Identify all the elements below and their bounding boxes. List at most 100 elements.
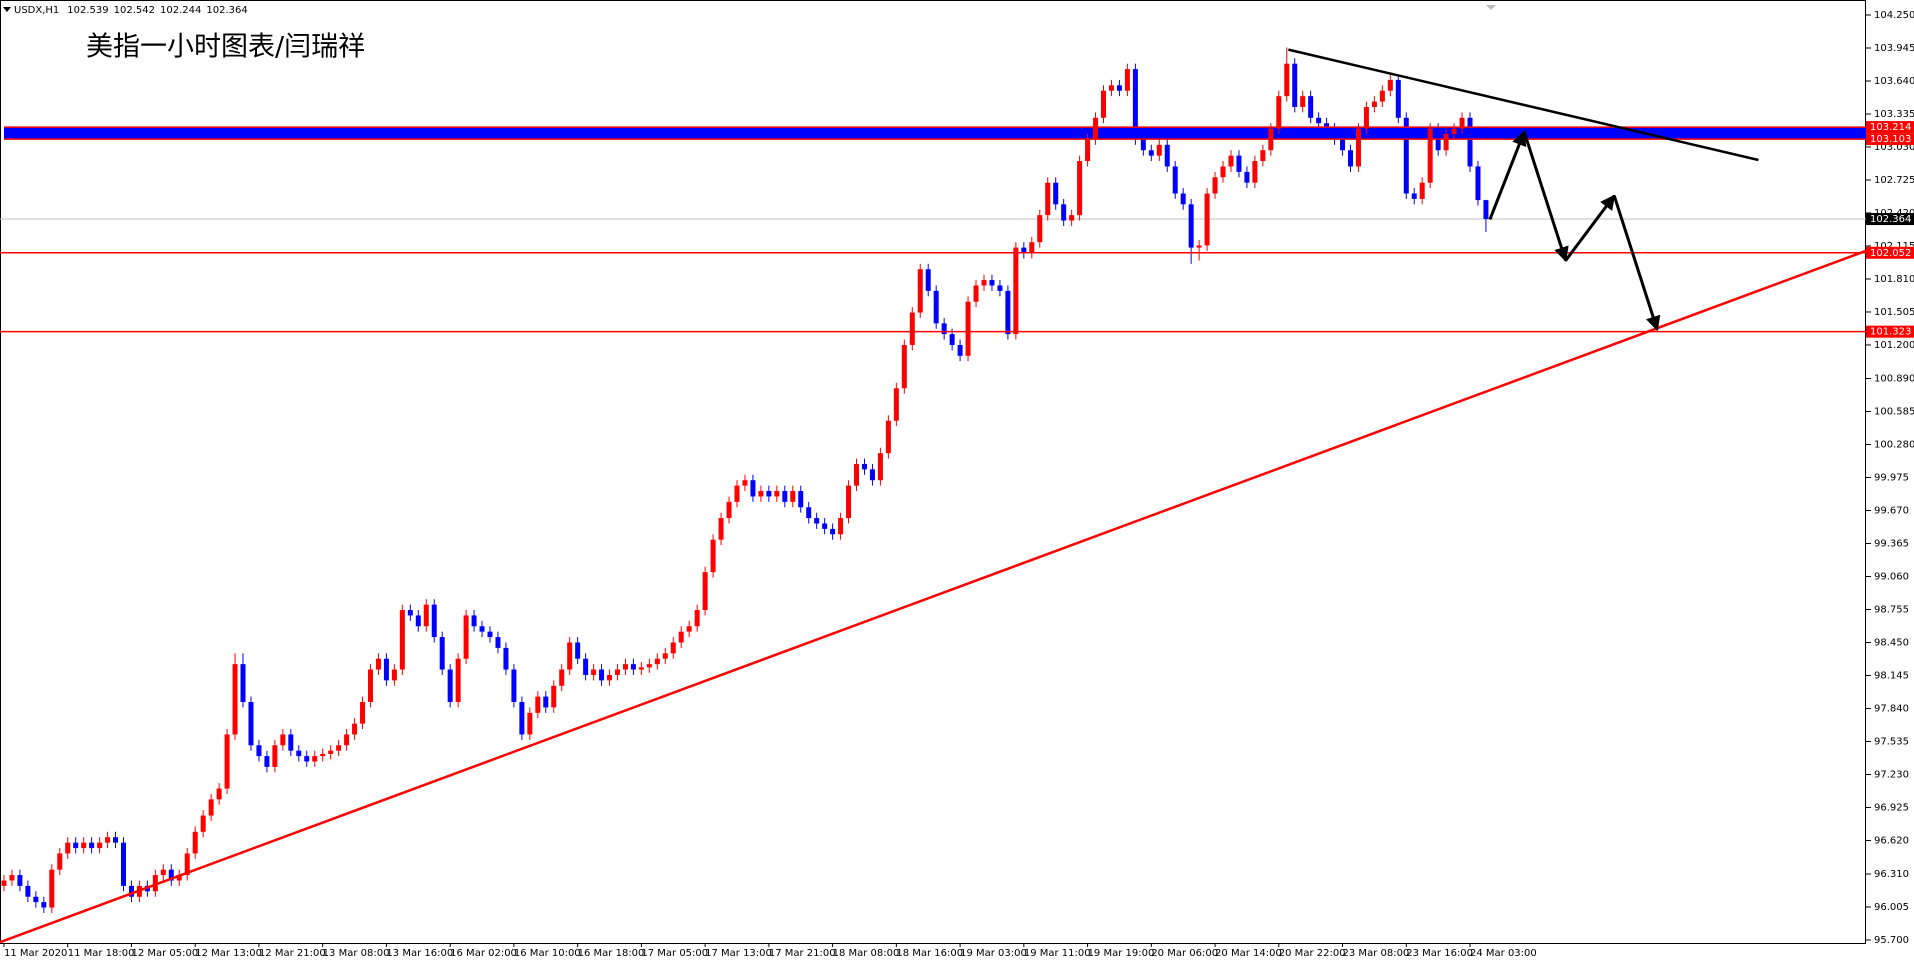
x-tick-label: 20 Mar 06:00 <box>1151 948 1218 959</box>
y-tick-label: 103.030 <box>1874 142 1914 153</box>
y-tick-label: 104.250 <box>1874 10 1914 21</box>
candle-body <box>917 269 923 313</box>
x-tick-label: 20 Mar 14:00 <box>1215 948 1282 959</box>
candle-body <box>304 756 310 762</box>
candle-body <box>591 669 597 675</box>
candle-body <box>686 626 692 632</box>
candle-body <box>224 734 230 789</box>
candle-body <box>1029 242 1035 254</box>
candle-body <box>734 485 740 502</box>
candle-body <box>1260 150 1266 162</box>
candle-body <box>694 610 700 627</box>
candle-body <box>160 869 166 876</box>
candle-body <box>200 815 206 832</box>
candle-body <box>854 463 860 486</box>
candle-body <box>1132 69 1138 140</box>
y-tick-label: 102.725 <box>1874 175 1914 186</box>
y-tick-label: 99.060 <box>1874 571 1909 582</box>
candle-body <box>336 745 342 751</box>
candle-body <box>1188 204 1194 248</box>
candle-body <box>1077 161 1083 216</box>
candle-body <box>352 723 358 735</box>
candle-body <box>758 491 764 497</box>
candle-body <box>272 745 278 767</box>
candle-body <box>893 388 899 421</box>
level-tag <box>1866 325 1914 338</box>
candle-body <box>216 788 222 800</box>
candle-body <box>1475 166 1481 201</box>
level-label: 103.103 <box>1870 134 1911 145</box>
candle-body <box>646 664 652 668</box>
x-tick-label: 11 Mar 2020 <box>4 948 67 959</box>
y-tick-label: 103.335 <box>1874 109 1914 120</box>
candle-body <box>1124 69 1130 91</box>
y-tick-label: 100.585 <box>1874 407 1914 418</box>
y-tick-label: 101.505 <box>1874 307 1914 318</box>
candle-body <box>120 842 126 886</box>
candle-body <box>152 875 158 892</box>
candle-body <box>575 642 581 659</box>
candle-body <box>1093 117 1099 140</box>
candle-body <box>256 745 262 757</box>
x-tick-label: 19 Mar 11:00 <box>1024 948 1091 959</box>
menu-icon[interactable] <box>3 7 11 12</box>
candle-body <box>846 485 852 519</box>
candle-body <box>1276 96 1282 129</box>
candle-body <box>1427 128 1433 183</box>
candle-body <box>1 880 7 886</box>
x-tick-label: 18 Mar 08:00 <box>833 948 900 959</box>
candle-body <box>638 667 644 670</box>
candle-body <box>447 669 453 702</box>
candle-body <box>1387 79 1393 91</box>
candle-body <box>965 301 971 356</box>
candle-body <box>511 669 517 702</box>
x-tick-label: 17 Mar 13:00 <box>705 948 772 959</box>
candle-body <box>312 756 318 762</box>
candle-body <box>1411 193 1417 199</box>
candle-body <box>551 685 557 708</box>
candle-body <box>543 696 549 708</box>
candle-body <box>1308 96 1314 118</box>
candle-body <box>439 637 445 670</box>
candle-body <box>535 696 541 713</box>
candle-body <box>901 344 907 389</box>
candle-body <box>375 658 381 670</box>
candle-body <box>423 604 429 627</box>
candle-body <box>710 539 716 573</box>
x-tick-label: 12 Mar 21:00 <box>259 948 326 959</box>
candle-body <box>415 615 421 627</box>
candle-body <box>1108 85 1114 91</box>
candle-body <box>383 658 389 681</box>
price-tag <box>1866 213 1914 226</box>
header-high: 102.542 <box>114 5 155 16</box>
candle-body <box>1156 144 1162 156</box>
y-tick-label: 96.925 <box>1874 802 1909 813</box>
level-tag <box>1866 246 1914 259</box>
chart-title: 美指一小时图表/闫瑞祥 <box>86 32 365 63</box>
x-tick-label: 17 Mar 05:00 <box>641 948 708 959</box>
y-tick-label: 97.840 <box>1874 703 1909 714</box>
candle-body <box>431 604 437 638</box>
candle-body <box>128 885 134 897</box>
x-tick-label: 13 Mar 08:00 <box>323 948 390 959</box>
candle-body <box>599 669 605 681</box>
candle-body <box>949 334 955 345</box>
header-open: 102.539 <box>67 5 108 16</box>
candle-body <box>630 664 636 670</box>
candle-body <box>73 842 79 849</box>
candle-body <box>607 674 613 681</box>
trendline <box>0 249 1867 944</box>
x-tick-label: 11 Mar 18:00 <box>68 948 135 959</box>
candle-body <box>9 875 15 881</box>
candle-body <box>1236 155 1242 172</box>
y-tick-label: 95.700 <box>1874 935 1909 946</box>
candle-body <box>909 312 915 345</box>
candle-body <box>1379 90 1385 102</box>
candle-body <box>1101 90 1107 118</box>
candle-body <box>1220 166 1226 178</box>
x-tick-label: 16 Mar 18:00 <box>578 948 645 959</box>
candle-body <box>989 280 995 286</box>
candle-body <box>1228 155 1234 167</box>
candle-body <box>790 491 796 502</box>
